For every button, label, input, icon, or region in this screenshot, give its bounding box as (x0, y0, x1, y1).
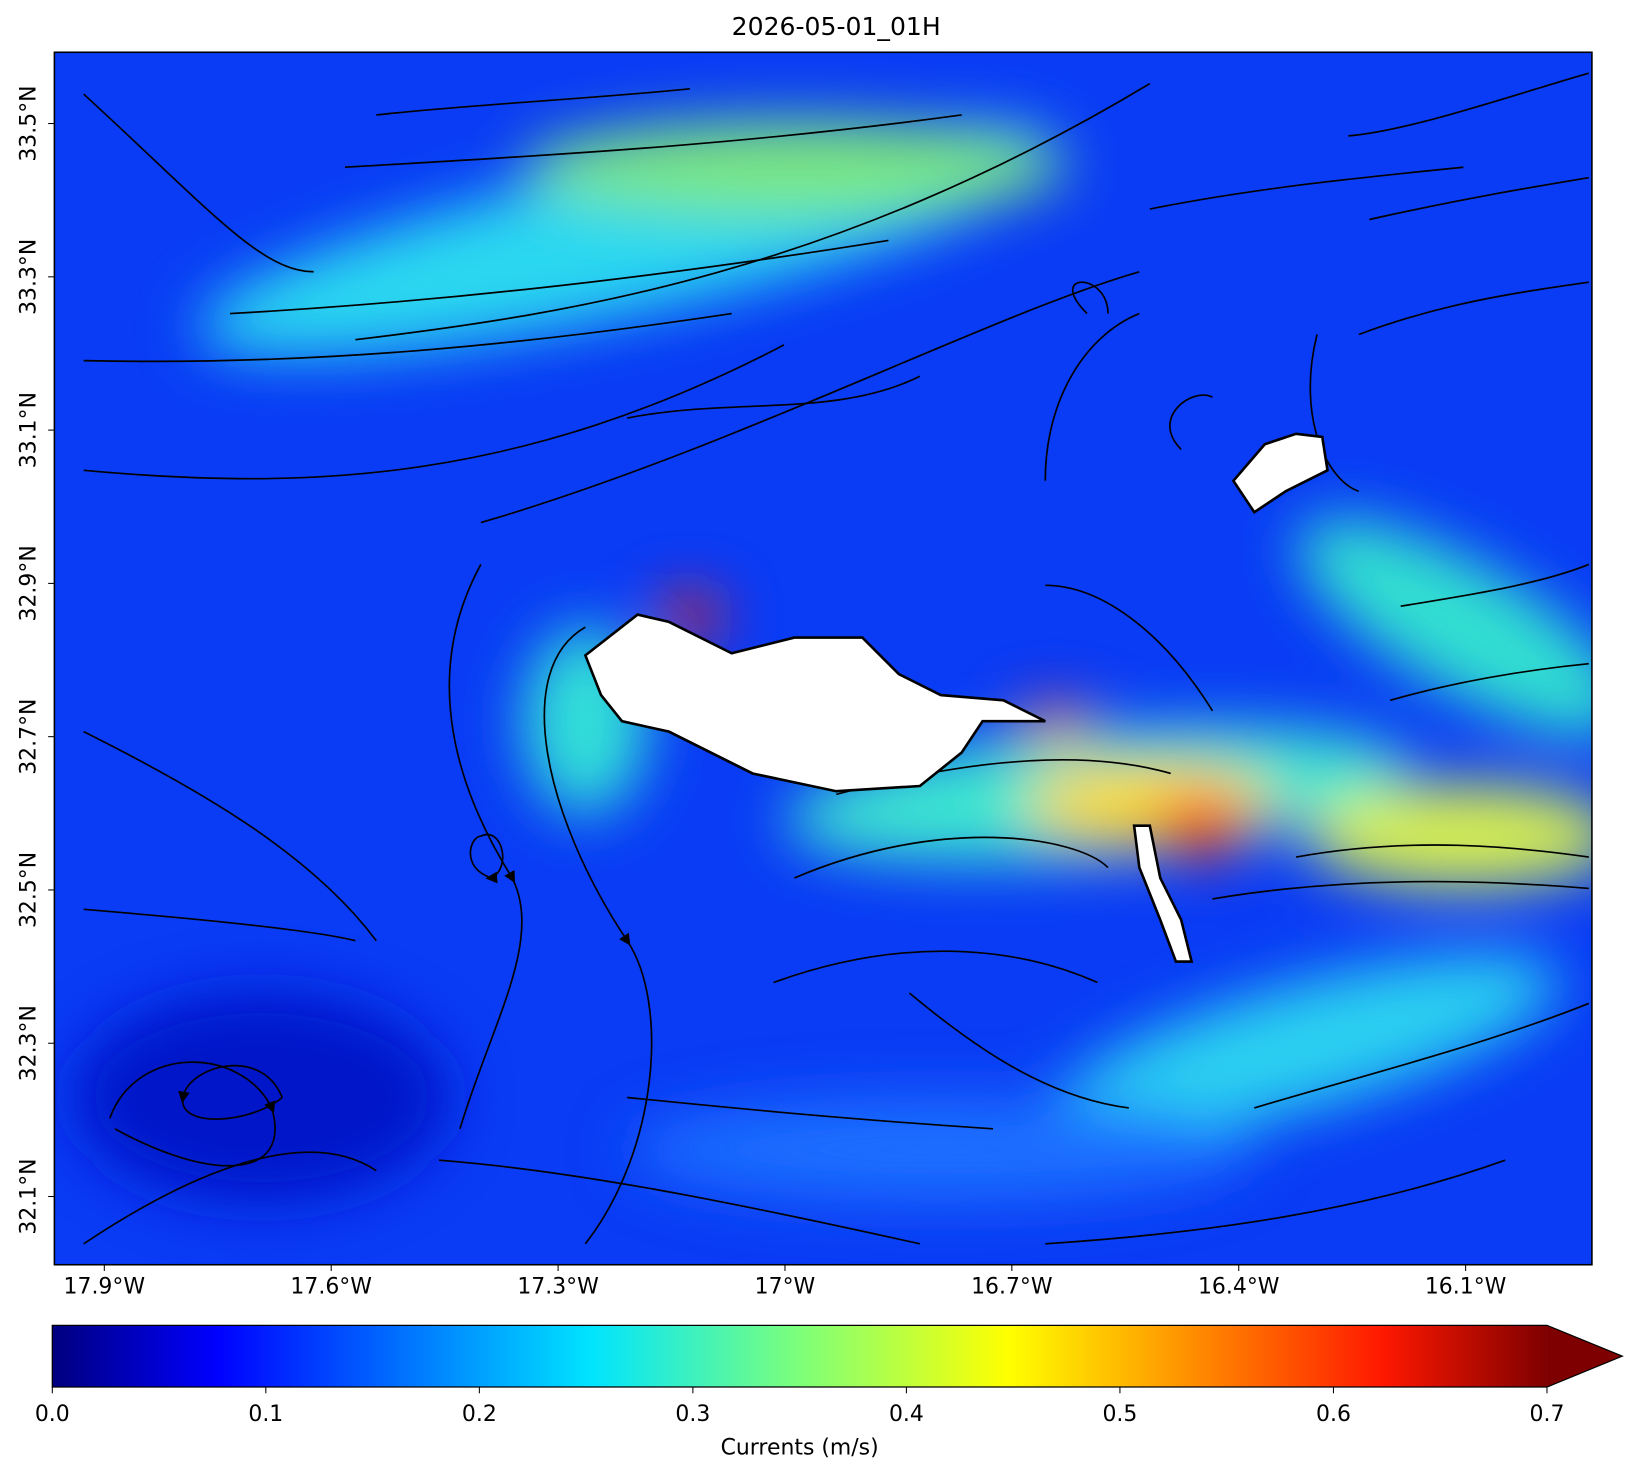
colorbar-tick-label: 0.6 (1316, 1402, 1351, 1427)
colorbar-tick-label: 0.5 (1102, 1402, 1137, 1427)
colorbar-tick-label: 0.2 (462, 1402, 497, 1427)
x-tick-label: 17°W (755, 1275, 816, 1300)
colorbar (52, 1325, 1547, 1388)
x-tick-label: 16.4°W (1198, 1275, 1280, 1300)
x-tick-label: 16.7°W (971, 1275, 1053, 1300)
colorbar-tick-label: 0.7 (1530, 1402, 1565, 1427)
y-tick-label: 32.7°N (16, 699, 41, 775)
x-tick-label: 17.3°W (517, 1275, 599, 1300)
colorbar-tick-label: 0.4 (889, 1402, 924, 1427)
colorbar-tick-label: 0.1 (248, 1402, 283, 1427)
y-tick-label: 33.5°N (16, 85, 41, 161)
x-tick-label: 17.9°W (64, 1275, 146, 1300)
y-tick-label: 33.3°N (16, 239, 41, 315)
colorbar-tick-label: 0.0 (35, 1402, 70, 1427)
map-frame (53, 51, 1593, 1266)
map-title: 2026-05-01_01H (732, 12, 941, 41)
colorbar-extend (1546, 1325, 1623, 1388)
current-field (54, 52, 1592, 1265)
colorbar-frame (51, 1324, 1624, 1388)
y-tick-label: 32.3°N (16, 1005, 41, 1081)
y-tick-label: 33.1°N (16, 392, 41, 468)
x-tick-label: 17.6°W (290, 1275, 372, 1300)
x-tick-label: 16.1°W (1425, 1275, 1507, 1300)
colorbar-tick-label: 0.3 (675, 1402, 710, 1427)
colorbar-label: Currents (m/s) (721, 1436, 879, 1461)
y-tick-label: 32.9°N (16, 545, 41, 621)
y-tick-label: 32.5°N (16, 852, 41, 928)
y-tick-label: 32.1°N (16, 1158, 41, 1234)
